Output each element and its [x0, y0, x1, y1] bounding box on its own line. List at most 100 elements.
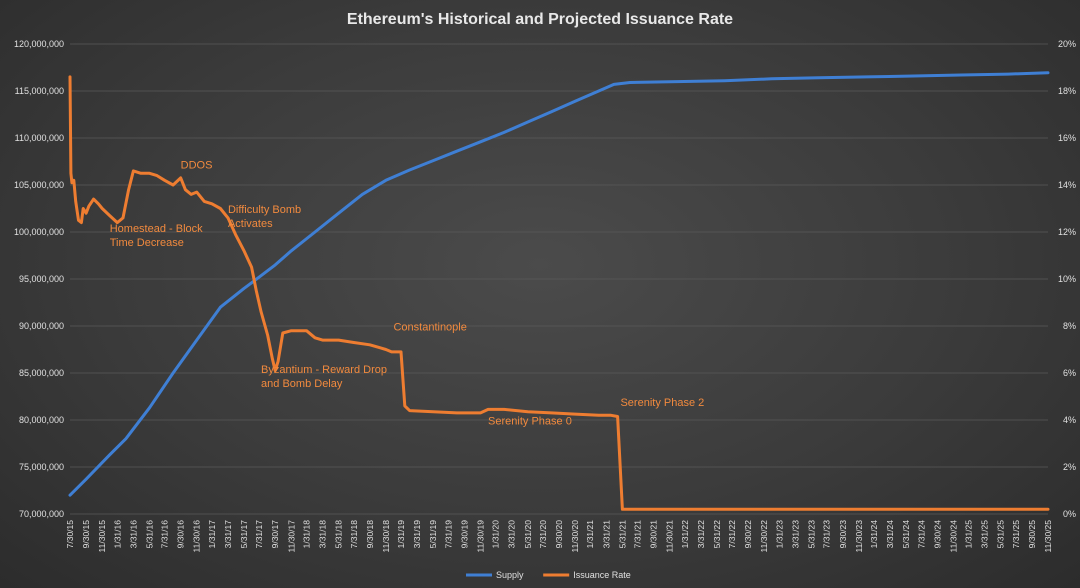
x-tick-label: 9/30/21 — [649, 520, 659, 549]
y-right-tick-label: 2% — [1063, 462, 1076, 472]
x-tick-label: 9/30/19 — [459, 520, 469, 549]
y-right-tick-label: 6% — [1063, 368, 1076, 378]
legend-label: Issuance Rate — [573, 570, 631, 580]
x-tick-label: 9/30/15 — [81, 520, 91, 549]
x-tick-label: 7/31/20 — [538, 520, 548, 549]
y-left-tick-label: 95,000,000 — [19, 274, 64, 284]
x-tick-label: 3/31/25 — [980, 520, 990, 549]
right-axis-ticks: 0% 2% 4% 6% 8% 10% 12% 14% 16% 18% 20% — [1058, 39, 1076, 519]
y-left-tick-label: 100,000,000 — [14, 227, 64, 237]
x-tick-label: 7/30/15 — [65, 520, 75, 549]
issuance-rate-line — [68, 75, 1050, 511]
x-tick-label: 7/31/21 — [633, 520, 643, 549]
x-tick-label: 7/31/24 — [916, 520, 926, 549]
x-tick-label: 1/31/21 — [585, 520, 595, 549]
y-left-tick-label: 105,000,000 — [14, 180, 64, 190]
y-right-tick-label: 0% — [1063, 509, 1076, 519]
x-tick-label: 3/31/16 — [128, 520, 138, 549]
y-left-tick-label: 70,000,000 — [19, 509, 64, 519]
y-left-tick-label: 115,000,000 — [15, 86, 64, 96]
x-tick-label: 9/30/23 — [838, 520, 848, 549]
left-axis-ticks: 70,000,000 75,000,000 80,000,000 85,000,000… — [14, 39, 64, 519]
annotation-label: DDOS — [181, 160, 213, 172]
x-tick-label: 1/31/18 — [301, 520, 311, 549]
x-tick-label: 3/31/19 — [412, 520, 422, 549]
x-tick-label: 7/31/19 — [443, 520, 453, 549]
chart-title: Ethereum's Historical and Projected Issu… — [347, 11, 733, 28]
x-tick-label: 11/30/24 — [948, 520, 958, 553]
x-tick-label: 9/30/17 — [270, 520, 280, 549]
annotation-label: Byzantium - Reward Drop and Bomb Delay — [261, 364, 387, 390]
y-right-tick-label: 12% — [1058, 227, 1076, 237]
x-tick-label: 11/30/25 — [1043, 520, 1053, 553]
x-tick-label: 5/31/18 — [334, 520, 344, 549]
x-tick-label: 7/31/25 — [1011, 520, 1021, 549]
x-tick-label: 7/31/18 — [349, 520, 359, 549]
y-right-tick-label: 14% — [1058, 180, 1076, 190]
y-left-tick-label: 120,000,000 — [14, 39, 64, 49]
series-lines — [68, 71, 1050, 511]
x-tick-label: 11/30/23 — [854, 520, 864, 553]
legend: Supply Issuance Rate — [466, 570, 631, 580]
supply-line — [68, 71, 1050, 497]
y-right-tick-label: 4% — [1063, 415, 1076, 425]
x-tick-label: 9/30/18 — [365, 520, 375, 549]
x-tick-label: 1/31/24 — [869, 520, 879, 549]
x-tick-label: 3/31/20 — [507, 520, 517, 549]
x-tick-label: 5/31/24 — [901, 520, 911, 549]
x-tick-label: 5/31/21 — [617, 520, 627, 549]
x-tick-label: 11/30/16 — [192, 520, 202, 553]
x-tick-label: 1/31/16 — [112, 520, 122, 549]
x-tick-label: 5/31/23 — [807, 520, 817, 549]
x-tick-label: 1/31/17 — [207, 520, 217, 549]
x-tick-label: 9/30/25 — [1027, 520, 1037, 549]
y-left-tick-label: 90,000,000 — [19, 321, 64, 331]
x-tick-label: 1/31/25 — [964, 520, 974, 549]
x-tick-label: 3/31/21 — [601, 520, 611, 549]
x-tick-label: 9/30/20 — [554, 520, 564, 549]
y-right-tick-label: 18% — [1058, 86, 1076, 96]
x-tick-label: 5/31/17 — [239, 520, 249, 549]
x-tick-label: 3/31/18 — [318, 520, 328, 549]
x-tick-label: 7/31/22 — [727, 520, 737, 549]
x-tick-label: 3/31/17 — [223, 520, 233, 549]
x-tick-label: 11/30/15 — [97, 520, 107, 553]
x-tick-label: 1/31/20 — [491, 520, 501, 549]
y-left-tick-label: 85,000,000 — [19, 368, 64, 378]
y-left-tick-label: 80,000,000 — [19, 415, 64, 425]
x-tick-label: 5/31/20 — [523, 520, 533, 549]
x-tick-label: 7/31/17 — [254, 520, 264, 549]
x-tick-label: 11/30/21 — [665, 520, 675, 553]
annotations: Homestead - Block Time Decrease DDOS Diffic… — [110, 160, 705, 428]
annotation-label: Serenity Phase 2 — [620, 397, 704, 409]
gridlines — [70, 43, 1048, 515]
annotation-label: Constantinople — [393, 322, 466, 334]
y-right-tick-label: 8% — [1063, 321, 1076, 331]
x-tick-label: 1/31/22 — [680, 520, 690, 549]
legend-label: Supply — [496, 570, 524, 580]
x-axis-ticks: 7/30/15 9/30/15 11/30/15 1/31/16 3/31/16 5/31… — [65, 520, 1053, 553]
y-right-tick-label: 16% — [1058, 133, 1076, 143]
y-left-tick-label: 75,000,000 — [19, 462, 64, 472]
x-tick-label: 11/30/22 — [759, 520, 769, 553]
x-tick-label: 1/31/19 — [396, 520, 406, 549]
x-tick-label: 3/31/22 — [696, 520, 706, 549]
x-tick-label: 9/30/16 — [176, 520, 186, 549]
x-tick-label: 9/30/22 — [743, 520, 753, 549]
annotation-label: Serenity Phase 0 — [488, 416, 572, 428]
y-right-tick-label: 20% — [1058, 39, 1076, 49]
x-tick-label: 11/30/18 — [381, 520, 391, 553]
x-tick-label: 11/30/19 — [475, 520, 485, 553]
x-tick-label: 7/31/23 — [822, 520, 832, 549]
annotation-label: Difficulty Bomb Activates — [228, 204, 301, 230]
x-tick-label: 5/31/25 — [996, 520, 1006, 549]
x-tick-label: 7/31/16 — [160, 520, 170, 549]
x-tick-label: 5/31/22 — [712, 520, 722, 549]
x-tick-label: 11/30/17 — [286, 520, 296, 553]
annotation-label: Homestead - Block Time Decrease — [110, 223, 203, 249]
x-tick-label: 5/31/16 — [144, 520, 154, 549]
x-tick-label: 11/30/20 — [570, 520, 580, 553]
y-left-tick-label: 110,000,000 — [15, 133, 64, 143]
